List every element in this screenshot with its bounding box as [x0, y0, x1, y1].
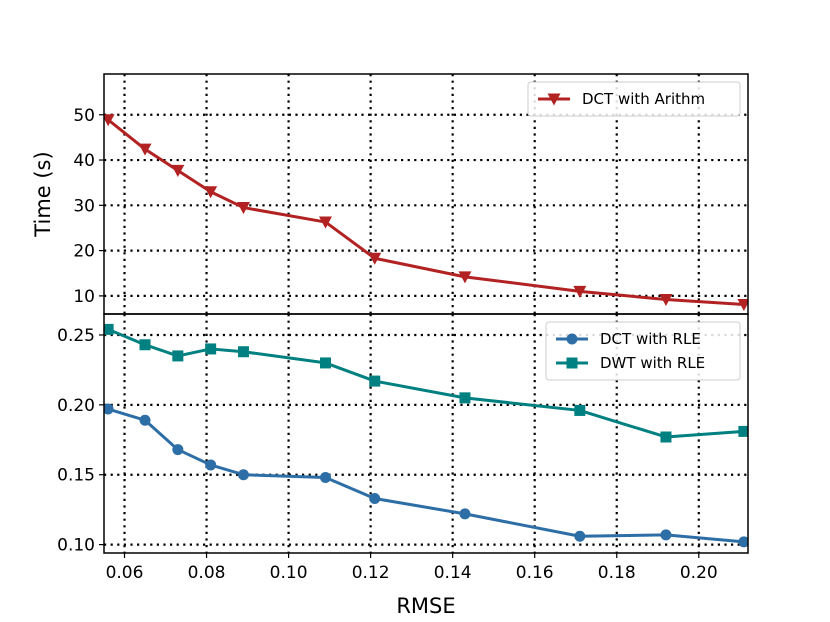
time-legend-box	[527, 81, 741, 117]
time-series-0-point-10	[737, 298, 748, 311]
x-axis-label: RMSE	[396, 594, 455, 618]
x-tick-label-3: 0.12	[352, 563, 390, 583]
time-ytick-label-3: 40	[73, 151, 95, 171]
size-series-0-point-0	[104, 403, 114, 415]
size-series-0-point-3	[205, 459, 217, 471]
size-legend-marker-0	[566, 333, 578, 345]
x-tick-label-4: 0.14	[434, 563, 472, 583]
time-series-0-point-3	[204, 186, 218, 199]
time-ytick-label-0: 10	[73, 287, 95, 307]
size-legend-label-1: DWT with RLE	[600, 354, 705, 372]
size-series-0-point-9	[660, 529, 672, 541]
time-series-0-point-6	[368, 252, 382, 265]
x-tick-label-7: 0.20	[680, 563, 718, 583]
x-tick-label-0: 0.06	[106, 563, 144, 583]
time-series-0-point-8	[573, 285, 587, 298]
size-ytick-label-1: 0.15	[57, 466, 95, 486]
size-series-1-point-9	[660, 431, 672, 443]
x-tick-label-5: 0.16	[516, 563, 554, 583]
size-series-1-point-3	[205, 343, 217, 355]
time-plot-area	[104, 114, 748, 311]
size-series-1-point-6	[369, 375, 381, 387]
size-series-0-point-5	[320, 472, 332, 484]
panel-size: 0.10 0.15 0.20 0.25 DCT with RLE DWT with RLE	[57, 313, 749, 556]
size-series-0-point-6	[369, 492, 381, 504]
x-tick-label-6: 0.18	[598, 563, 636, 583]
time-series-0-point-5	[319, 216, 333, 229]
time-series-0-point-7	[458, 271, 472, 284]
size-legend: DCT with RLE DWT with RLE	[545, 321, 741, 381]
size-legend-box	[545, 321, 741, 381]
size-ytick-label-3: 0.25	[57, 326, 95, 346]
x-tick-label-1: 0.08	[188, 563, 226, 583]
time-series-0-line	[107, 118, 744, 306]
time-series-0-point-4	[236, 202, 250, 215]
time-series-0-point-2	[171, 164, 185, 177]
size-series-0-point-4	[237, 469, 249, 481]
size-series-1-point-7	[459, 392, 471, 404]
size-series-1-point-10	[738, 425, 748, 437]
size-series-0-point-8	[574, 530, 586, 542]
size-legend-label-0: DCT with RLE	[600, 330, 701, 348]
time-series-0-point-0	[104, 114, 115, 127]
time-series-0-point-9	[659, 293, 673, 307]
time-legend-label-0: DCT with Arithm	[582, 90, 705, 108]
y-axis-label-time: Time (s)	[31, 151, 55, 237]
x-tick-label-2: 0.10	[270, 563, 308, 583]
x-axis: 0.06 0.08 0.10 0.12 0.14 0.16 0.18 0.20	[106, 553, 718, 583]
size-ytick-label-2: 0.20	[57, 396, 95, 416]
size-series-1-point-4	[237, 346, 249, 358]
size-series-0-point-1	[139, 414, 151, 426]
size-series-0-point-10	[738, 536, 748, 548]
size-frame	[103, 313, 749, 554]
time-ytick-label-4: 50	[73, 106, 95, 126]
size-series-1-point-2	[172, 350, 184, 362]
size-plot-area	[104, 323, 748, 548]
time-ytick-label-1: 20	[73, 242, 95, 262]
panel-time: 10 20 30 40 50 DCT with Arithm	[73, 73, 749, 315]
size-series-0-point-7	[459, 508, 471, 520]
size-ytick-label-0: 0.10	[57, 536, 95, 556]
size-series-0-point-2	[172, 444, 184, 456]
size-series-1-point-8	[574, 404, 586, 416]
time-ytick-label-2: 30	[73, 196, 95, 216]
size-legend-marker-1	[566, 357, 578, 369]
time-legend-marker-0	[547, 93, 561, 106]
time-legend: DCT with Arithm	[527, 81, 741, 117]
size-series-1-point-0	[104, 323, 114, 335]
size-series-1-point-5	[320, 357, 332, 369]
time-series-0-point-1	[138, 143, 152, 156]
size-series-1-point-1	[139, 339, 151, 351]
